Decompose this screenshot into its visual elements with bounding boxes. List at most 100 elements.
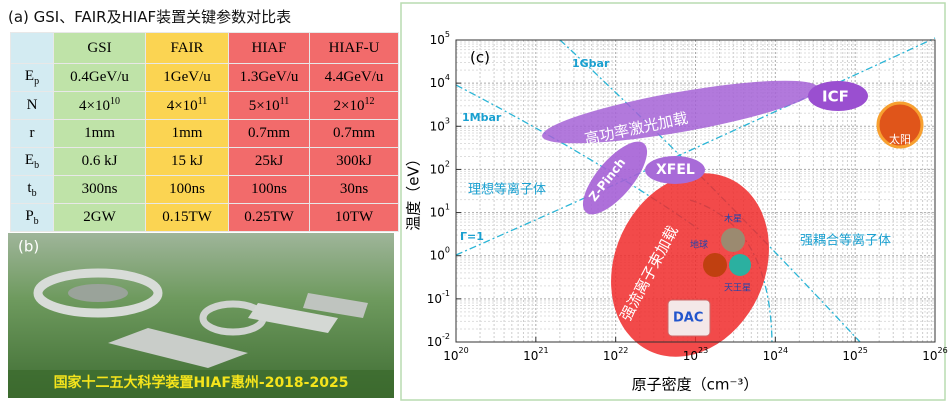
annotations: 1Gbar 1Mbar 理想等离子体 Γ=1 强耦合等离子体 高功率激光加载 ICF Z-Pi… (460, 57, 911, 326)
table-row: Eb 0.6 kJ 15 kJ 25kJ 300kJ (10, 147, 399, 176)
exponent: 20 (459, 346, 469, 355)
coupling-line (689, 199, 773, 343)
exponent: 25 (858, 346, 868, 355)
row-label: r (10, 119, 54, 148)
mantissa: 4×10 (166, 98, 198, 114)
table-cell: 4×1011 (145, 91, 229, 120)
x-tick-label: 1024 (763, 346, 788, 363)
base: 10 (427, 291, 442, 305)
symbol: N (26, 97, 38, 113)
symbol: E (24, 68, 35, 84)
table-cell: 30ns (309, 175, 399, 204)
annotation: Z-Pinch (586, 156, 628, 204)
panel-b-photo: (b) 国家十二五大科学装置HIAF惠州-2018-2025 (8, 233, 394, 398)
base: 10 (430, 162, 445, 176)
exponent: 1 (445, 202, 450, 211)
annotation: 强耦合等离子体 (800, 233, 891, 249)
exponent: -2 (442, 332, 450, 341)
base: 10 (842, 349, 857, 363)
table-cell: 2×1012 (309, 91, 399, 120)
annotation: DAC (673, 311, 703, 326)
table-cell: 0.15TW (145, 203, 229, 232)
annotation: 木星 (724, 213, 742, 225)
building (303, 293, 368, 318)
table-cell: 0.7mm (228, 119, 310, 148)
annotation: 1Mbar (462, 111, 502, 124)
exponent: 2 (445, 159, 450, 168)
subscript: b (31, 188, 37, 199)
table-cell: 0.4GeV/u (53, 63, 146, 92)
exponent: 11 (279, 96, 290, 107)
table-cell: 10TW (309, 203, 399, 232)
earth-icon (703, 253, 727, 277)
xfel-region (645, 156, 705, 184)
exponent: 22 (618, 346, 628, 355)
exponent: 11 (197, 96, 208, 107)
table-row: Pb 2GW 0.15TW 0.25TW 10TW (10, 203, 399, 232)
subscript: p (34, 76, 40, 87)
x-tick-label: 1026 (922, 346, 947, 363)
annotation: 理想等离子体 (468, 182, 546, 198)
row-label: N (10, 91, 54, 120)
table-row: r 1mm 1mm 0.7mm 0.7mm (10, 119, 399, 148)
building (248, 303, 338, 333)
y-axis-label: 温度（eV） (405, 151, 423, 231)
base: 10 (603, 349, 618, 363)
row-label: Ep (10, 63, 54, 92)
symbol: t (27, 180, 32, 196)
y-tick-label: 102 (430, 159, 450, 176)
table-cell: 1mm (145, 119, 229, 148)
ion-region (611, 173, 769, 357)
uranus-icon (729, 254, 751, 276)
exponent: 26 (938, 346, 948, 355)
base: 10 (430, 76, 445, 90)
mantissa: 5×10 (248, 98, 280, 114)
exponent: -1 (442, 288, 450, 297)
header-cell: GSI (53, 32, 146, 64)
panel-b-label: (b) (18, 238, 39, 256)
symbol: P (25, 208, 34, 224)
table-cell: 4.4GeV/u (309, 63, 399, 92)
table-cell: 100ns (145, 175, 229, 204)
table-cell: 4×1010 (53, 91, 146, 120)
panel-border (400, 2, 946, 401)
exponent: 3 (445, 116, 450, 125)
table-cell: 0.7mm (309, 119, 399, 148)
y-tick-label: 10-2 (427, 332, 450, 349)
plot-frame (455, 39, 936, 343)
x-tick-label: 1021 (523, 346, 548, 363)
x-axis-label: 原子密度（cm⁻³） (632, 376, 759, 394)
row-label: Eb (10, 147, 54, 176)
gbar-line (559, 39, 861, 343)
annotation: 高功率激光加载 (583, 109, 689, 148)
table-cell: 0.25TW (228, 203, 310, 232)
base: 10 (427, 335, 442, 349)
caption-bar (8, 370, 394, 398)
base: 10 (763, 349, 778, 363)
exponent: 4 (445, 73, 450, 82)
exponent: 23 (698, 346, 708, 355)
x-tick-label: 1023 (683, 346, 708, 363)
exponent: 10 (109, 96, 120, 107)
mbar-line (455, 84, 701, 231)
base: 10 (430, 33, 445, 47)
exponent: 5 (445, 30, 450, 39)
exponent: 12 (364, 96, 375, 107)
header-row: GSI FAIR HIAF HIAF-U (10, 32, 399, 64)
annotation: XFEL (656, 162, 695, 178)
annotation: 天王星 (724, 283, 751, 294)
dac-icon (667, 299, 711, 337)
base: 10 (430, 248, 445, 262)
base: 10 (922, 349, 937, 363)
base: 10 (683, 349, 698, 363)
annotation: 太阳 (889, 133, 911, 146)
icf-region (808, 81, 868, 111)
table-row: N 4×1010 4×1011 5×1011 2×1012 (10, 91, 399, 120)
subscript: b (34, 160, 40, 171)
sun-icon (876, 101, 924, 149)
annotation: ICF (822, 88, 849, 106)
symbol: E (24, 152, 35, 168)
exponent: 0 (445, 245, 450, 254)
table-cell: 300kJ (309, 147, 399, 176)
